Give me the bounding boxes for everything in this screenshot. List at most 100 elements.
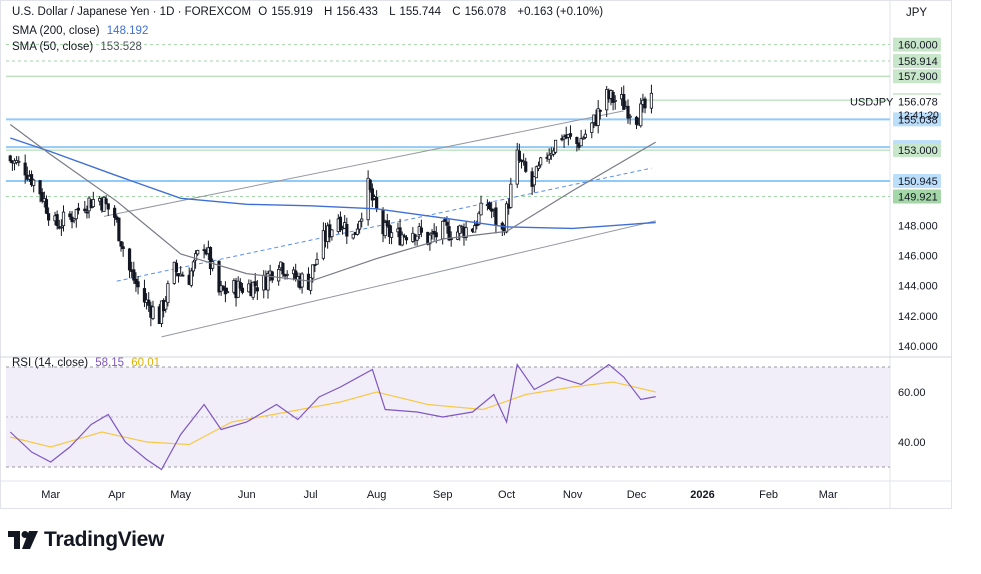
candle[interactable] bbox=[447, 219, 451, 242]
candle[interactable] bbox=[104, 195, 108, 205]
candle[interactable] bbox=[355, 223, 360, 236]
currency-label[interactable]: JPY bbox=[906, 7, 928, 19]
candle[interactable] bbox=[449, 231, 453, 247]
candle[interactable] bbox=[494, 202, 498, 234]
candle[interactable] bbox=[136, 275, 140, 295]
candle[interactable] bbox=[487, 201, 492, 211]
candle[interactable] bbox=[643, 96, 647, 114]
candle[interactable] bbox=[357, 220, 362, 234]
candle[interactable] bbox=[419, 219, 423, 238]
candle[interactable] bbox=[217, 260, 221, 296]
candle[interactable] bbox=[47, 207, 51, 226]
candle[interactable] bbox=[534, 165, 539, 179]
rsi-ma-line[interactable] bbox=[10, 381, 656, 448]
rsi-legend[interactable]: RSI (14, close) 58.15 60.01 bbox=[12, 357, 164, 369]
candle[interactable] bbox=[72, 218, 76, 224]
candle[interactable] bbox=[113, 205, 117, 226]
price-level-label-0[interactable]: 160.000 bbox=[893, 37, 941, 52]
candle[interactable] bbox=[330, 229, 334, 241]
candle[interactable] bbox=[368, 178, 372, 193]
symbol-title[interactable]: U.S. Dollar / Japanese Yen · 1D · FOREXC… bbox=[12, 6, 252, 18]
candle[interactable] bbox=[532, 176, 536, 193]
candle[interactable] bbox=[255, 280, 259, 300]
candle[interactable] bbox=[32, 178, 36, 193]
candle[interactable] bbox=[121, 241, 125, 257]
candle[interactable] bbox=[313, 264, 317, 273]
sma50-line[interactable] bbox=[9, 124, 657, 282]
candle[interactable] bbox=[517, 143, 521, 163]
candle[interactable] bbox=[345, 217, 349, 245]
candle[interactable] bbox=[553, 139, 558, 155]
candle[interactable] bbox=[351, 233, 355, 240]
candle[interactable] bbox=[634, 115, 639, 130]
candle[interactable] bbox=[311, 264, 315, 283]
candle[interactable] bbox=[119, 241, 123, 252]
candle[interactable] bbox=[300, 272, 304, 294]
price-level-label-8[interactable]: 150.945 bbox=[893, 174, 941, 189]
candle[interactable] bbox=[385, 213, 389, 228]
sma50-legend[interactable]: SMA (50, close) 153.528 bbox=[12, 41, 146, 53]
candle[interactable] bbox=[383, 219, 387, 239]
candle[interactable] bbox=[389, 225, 394, 245]
candle[interactable] bbox=[464, 220, 468, 241]
candle[interactable] bbox=[515, 142, 519, 188]
candle[interactable] bbox=[458, 224, 462, 241]
candle[interactable] bbox=[17, 156, 21, 167]
candle[interactable] bbox=[211, 258, 215, 272]
candle[interactable] bbox=[415, 235, 419, 246]
candle[interactable] bbox=[189, 267, 193, 288]
price-level-label-7[interactable]: 153.000 bbox=[893, 143, 941, 158]
candle[interactable] bbox=[142, 279, 147, 308]
candle[interactable] bbox=[40, 188, 44, 204]
candle[interactable] bbox=[583, 129, 587, 140]
candle[interactable] bbox=[117, 217, 121, 242]
candle[interactable] bbox=[266, 270, 270, 299]
candle[interactable] bbox=[174, 259, 179, 277]
candle[interactable] bbox=[12, 158, 17, 171]
trend-line-0[interactable] bbox=[103, 110, 624, 217]
trend-line-1[interactable] bbox=[161, 220, 656, 338]
candle[interactable] bbox=[479, 195, 483, 216]
candle[interactable] bbox=[85, 205, 89, 219]
candle[interactable] bbox=[366, 170, 370, 226]
candle[interactable] bbox=[29, 170, 34, 187]
candle[interactable] bbox=[55, 210, 59, 230]
candle[interactable] bbox=[225, 287, 230, 294]
candle[interactable] bbox=[147, 292, 151, 312]
candle[interactable] bbox=[404, 235, 409, 245]
candles[interactable] bbox=[8, 84, 654, 328]
candle[interactable] bbox=[581, 135, 585, 140]
candle[interactable] bbox=[253, 272, 257, 294]
candle[interactable] bbox=[159, 300, 164, 328]
candle[interactable] bbox=[639, 97, 643, 128]
candle[interactable] bbox=[596, 100, 600, 134]
sma200-legend[interactable]: SMA (200, close) 148.192 bbox=[12, 25, 152, 37]
candle[interactable] bbox=[522, 153, 526, 166]
candle[interactable] bbox=[127, 247, 132, 279]
candle[interactable] bbox=[238, 278, 242, 291]
candle[interactable] bbox=[76, 202, 81, 215]
candle[interactable] bbox=[524, 157, 528, 173]
candle[interactable] bbox=[44, 195, 49, 215]
candle[interactable] bbox=[649, 84, 654, 114]
candle[interactable] bbox=[132, 261, 136, 284]
candle[interactable] bbox=[309, 277, 313, 295]
candle[interactable] bbox=[568, 125, 573, 140]
candle[interactable] bbox=[575, 136, 579, 152]
candle[interactable] bbox=[166, 280, 170, 307]
candle[interactable] bbox=[68, 210, 72, 220]
candle[interactable] bbox=[387, 219, 392, 245]
symbol-line-label[interactable]: USDJPY bbox=[850, 97, 894, 109]
candle[interactable] bbox=[240, 282, 245, 295]
candle[interactable] bbox=[432, 223, 436, 241]
candle[interactable] bbox=[598, 109, 602, 120]
candle[interactable] bbox=[536, 161, 541, 172]
candle[interactable] bbox=[626, 99, 630, 124]
candle[interactable] bbox=[579, 129, 583, 147]
candle[interactable] bbox=[400, 231, 404, 247]
candle[interactable] bbox=[628, 114, 632, 125]
candle[interactable] bbox=[172, 261, 176, 285]
price-level-label-1[interactable]: 158.914 bbox=[893, 53, 941, 68]
candle[interactable] bbox=[428, 233, 432, 251]
